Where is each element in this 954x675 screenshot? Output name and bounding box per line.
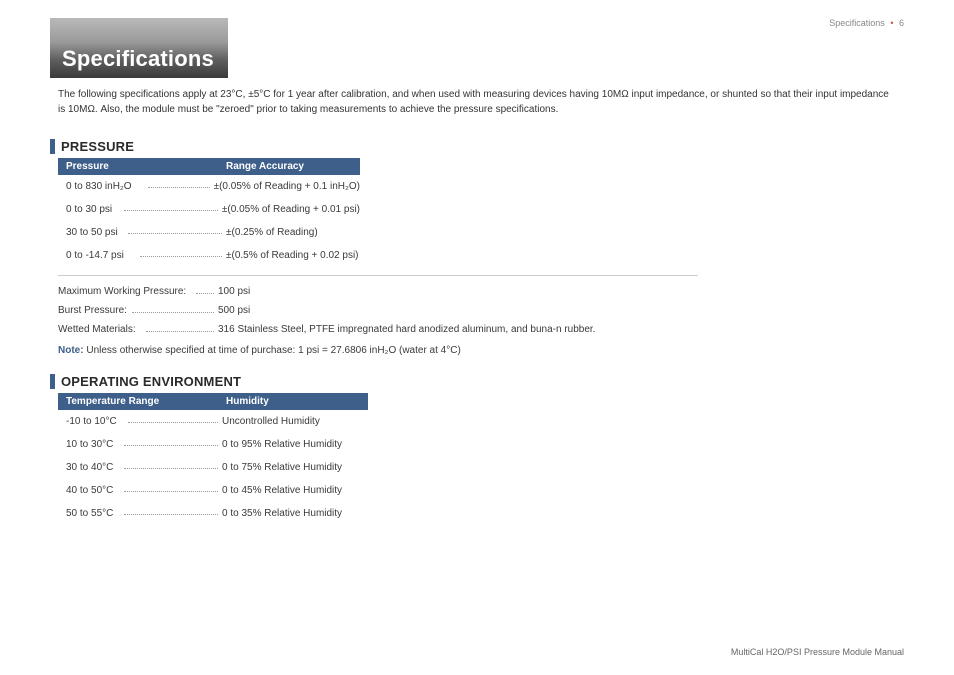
key-value-row: Maximum Working Pressure:100 psi	[58, 282, 904, 301]
kv-key: Maximum Working Pressure:	[58, 286, 218, 297]
pressure-note: Note: Unless otherwise specified at time…	[58, 345, 904, 356]
table-cell: 0 to 30 psi	[66, 203, 222, 216]
table-cell: 0 to 35% Relative Humidity	[222, 507, 368, 520]
environment-table-header: Temperature Range Humidity	[58, 393, 368, 410]
table-cell: 30 to 40°C	[66, 461, 222, 474]
note-label: Note:	[58, 345, 84, 356]
page-title: Specifications	[62, 46, 214, 72]
section-heading-pressure: PRESSURE	[50, 139, 904, 154]
table-cell: -10 to 10°C	[66, 415, 222, 428]
environment-table: Temperature Range Humidity -10 to 10°CUn…	[58, 393, 368, 525]
table-row: 30 to 40°C0 to 75% Relative Humidity	[58, 456, 368, 479]
table-row: 0 to 830 inH₂O±(0.05% of Reading + 0.1 i…	[58, 175, 360, 198]
table-row: 40 to 50°C0 to 45% Relative Humidity	[58, 479, 368, 502]
kv-key: Burst Pressure:	[58, 305, 218, 316]
table-cell: ±(0.05% of Reading + 0.01 psi)	[222, 203, 360, 216]
kv-value: 500 psi	[218, 305, 904, 316]
title-banner: Specifications	[50, 18, 228, 78]
table-cell: 10 to 30°C	[66, 438, 222, 451]
separator-line	[58, 275, 698, 276]
page-footer: MultiCal H2O/PSI Pressure Module Manual	[731, 647, 904, 657]
table-row: 10 to 30°C0 to 95% Relative Humidity	[58, 433, 368, 456]
table-cell: ±(0.05% of Reading + 0.1 inH₂O)	[214, 180, 360, 193]
pressure-col-1: Pressure	[66, 161, 226, 172]
table-cell: ±(0.25% of Reading)	[226, 226, 360, 239]
table-cell: 50 to 55°C	[66, 507, 222, 520]
pressure-col-2: Range Accuracy	[226, 161, 352, 172]
table-cell: 40 to 50°C	[66, 484, 222, 497]
table-cell: 0 to 830 inH₂O	[66, 180, 214, 193]
table-cell: Uncontrolled Humidity	[222, 415, 368, 428]
pressure-extra-list: Maximum Working Pressure:100 psiBurst Pr…	[58, 282, 904, 339]
key-value-row: Wetted Materials:316 Stainless Steel, PT…	[58, 320, 904, 339]
kv-key: Wetted Materials:	[58, 324, 218, 335]
table-cell: 0 to 45% Relative Humidity	[222, 484, 368, 497]
header-bullet-icon: •	[890, 18, 893, 28]
page-header: Specifications • 6	[829, 18, 904, 28]
intro-paragraph: The following specifications apply at 23…	[58, 88, 898, 117]
env-col-2: Humidity	[226, 396, 360, 407]
table-row: -10 to 10°CUncontrolled Humidity	[58, 410, 368, 433]
pressure-table-header: Pressure Range Accuracy	[58, 158, 360, 175]
header-section-label: Specifications	[829, 18, 885, 28]
note-text: Unless otherwise specified at time of pu…	[86, 345, 460, 356]
table-cell: 30 to 50 psi	[66, 226, 226, 239]
pressure-table: Pressure Range Accuracy 0 to 830 inH₂O±(…	[58, 158, 360, 267]
env-col-1: Temperature Range	[66, 396, 226, 407]
section-heading-environment: OPERATING ENVIRONMENT	[50, 374, 904, 389]
table-cell: 0 to 75% Relative Humidity	[222, 461, 368, 474]
table-row: 50 to 55°C0 to 35% Relative Humidity	[58, 502, 368, 525]
table-row: 30 to 50 psi±(0.25% of Reading)	[58, 221, 360, 244]
table-cell: 0 to 95% Relative Humidity	[222, 438, 368, 451]
table-cell: ±(0.5% of Reading + 0.02 psi)	[226, 249, 360, 262]
kv-value: 316 Stainless Steel, PTFE impregnated ha…	[218, 324, 904, 335]
header-page-number: 6	[899, 18, 904, 28]
table-cell: 0 to -14.7 psi	[66, 249, 226, 262]
key-value-row: Burst Pressure:500 psi	[58, 301, 904, 320]
table-row: 0 to 30 psi±(0.05% of Reading + 0.01 psi…	[58, 198, 360, 221]
kv-value: 100 psi	[218, 286, 904, 297]
table-row: 0 to -14.7 psi±(0.5% of Reading + 0.02 p…	[58, 244, 360, 267]
